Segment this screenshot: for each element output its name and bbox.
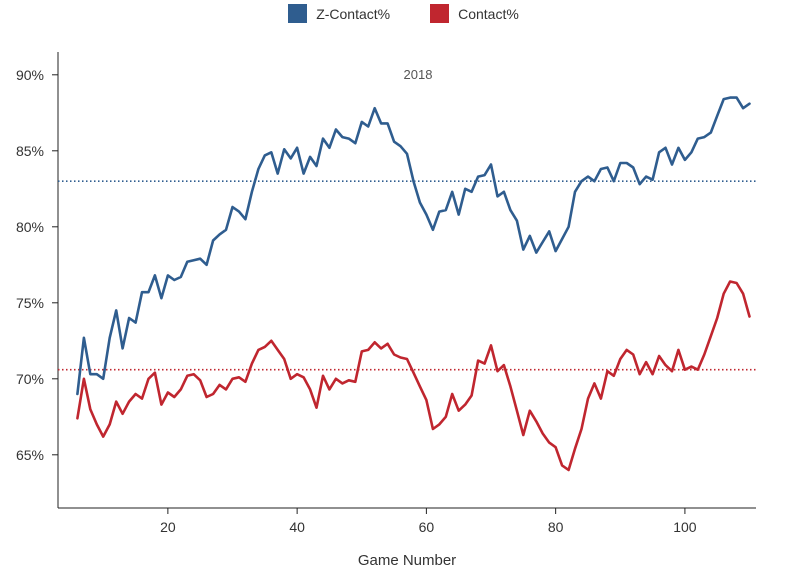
legend-item-contact[interactable]: Contact%: [430, 4, 519, 23]
legend-label-contact: Contact%: [458, 5, 519, 22]
y-tick-label: 85%: [16, 143, 44, 159]
y-tick-label: 90%: [16, 67, 44, 83]
legend-label-z-contact: Z-Contact%: [316, 5, 391, 22]
reference-lines: [58, 180, 756, 371]
legend-swatch-z-contact: [288, 4, 308, 23]
contact-series-line: [76, 280, 751, 472]
chart-subtitle: 2018: [404, 67, 433, 82]
y-tick-label: 70%: [16, 371, 44, 387]
legend: Z-Contact% Contact%: [0, 4, 807, 23]
y-tick-label: 75%: [16, 295, 44, 311]
y-tick-label: 65%: [16, 447, 44, 463]
x-tick-label: 100: [673, 519, 697, 535]
legend-swatch-contact: [430, 4, 450, 23]
x-axis-title: Game Number: [358, 552, 456, 569]
z-contact-series-line: [76, 96, 751, 396]
x-tick-label: 40: [289, 519, 305, 535]
x-tick-label: 20: [160, 519, 176, 535]
y-axis-ticks: 65% 70% 75% 80% 85% 90%: [16, 67, 58, 463]
series-layer: [76, 96, 751, 472]
legend-item-z-contact[interactable]: Z-Contact%: [288, 4, 390, 23]
x-axis-ticks: 20 40 60 80 100: [160, 508, 697, 535]
y-tick-label: 80%: [16, 219, 44, 235]
x-tick-label: 80: [548, 519, 564, 535]
x-tick-label: 60: [419, 519, 435, 535]
